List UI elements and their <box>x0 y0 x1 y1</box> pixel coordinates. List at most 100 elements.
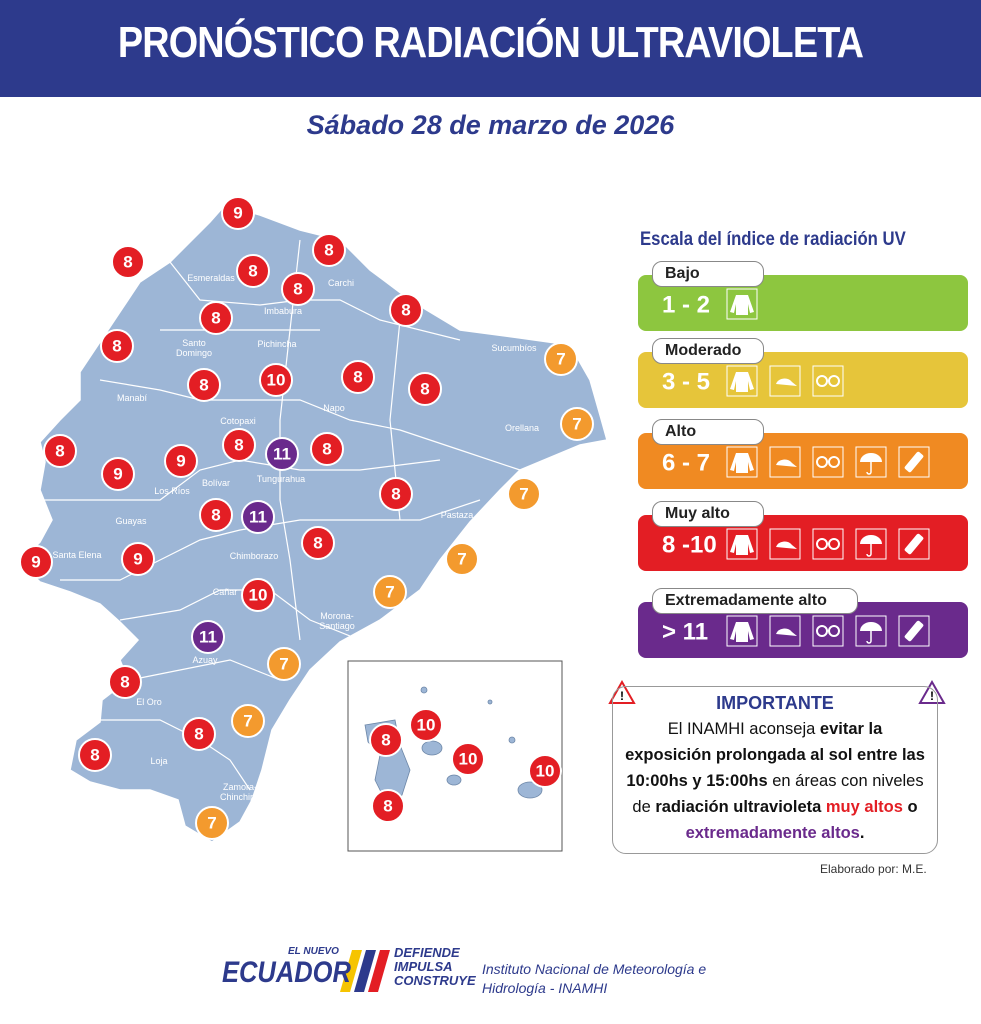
uv-value: 8 <box>234 435 243 454</box>
uv-marker <box>310 432 344 466</box>
province-label: Morona-Santiago <box>319 611 355 631</box>
uv-marker <box>241 500 275 534</box>
level-range: 8 -10 <box>662 531 717 558</box>
province-label: Santa Elena <box>52 550 102 560</box>
icon-frame <box>769 615 801 647</box>
icon-frame <box>812 615 844 647</box>
icon-shirt <box>730 535 754 555</box>
uv-value: 8 <box>112 336 121 355</box>
uv-value: 8 <box>55 441 64 460</box>
uv-value: 7 <box>457 549 466 568</box>
uv-marker <box>121 542 155 576</box>
icon-shirt <box>730 622 754 642</box>
text: . <box>859 824 865 842</box>
icon-glasses <box>816 375 828 387</box>
level-tab: Alto <box>652 419 764 445</box>
uv-value: 7 <box>519 484 528 503</box>
icon-umbrella <box>866 462 872 475</box>
text: 10:00hs y 15:00hs <box>626 772 768 790</box>
level-range: > 11 <box>662 618 708 645</box>
uv-value: 8 <box>391 484 400 503</box>
text: Instituto Nacional de Meteorología e <box>482 961 707 977</box>
province-label: Pastaza <box>440 510 474 520</box>
uv-marker <box>191 620 225 654</box>
icon-glasses <box>816 625 828 637</box>
icon-glasses <box>828 375 840 387</box>
uv-value: 8 <box>293 279 302 298</box>
text: CONSTRUYE <box>394 973 476 988</box>
level-tab: Extremadamente alto <box>652 588 858 614</box>
text: evitar la <box>819 720 883 738</box>
icon-cap <box>776 541 797 549</box>
uv-marker <box>341 360 375 394</box>
icon-frame <box>855 446 887 478</box>
icon-frame <box>726 528 758 560</box>
icon-shirt <box>730 372 754 392</box>
text: El INAMHI aconseja <box>667 720 820 738</box>
uv-value: 8 <box>353 367 362 386</box>
uv-value: 9 <box>31 552 40 571</box>
uv-marker <box>451 742 485 776</box>
uv-value: 10 <box>267 370 286 389</box>
province-label: Tungurahua <box>256 474 306 484</box>
level-range: 3 - 5 <box>662 368 710 395</box>
icon-frame <box>855 528 887 560</box>
uv-value: 7 <box>243 711 252 730</box>
uv-marker <box>373 575 407 609</box>
uv-marker <box>408 372 442 406</box>
uv-marker <box>236 254 270 288</box>
uv-marker <box>312 233 346 267</box>
mainland <box>18 204 608 843</box>
header-bar <box>0 0 981 97</box>
uv-marker <box>507 477 541 511</box>
text: DEFIENDE <box>394 945 460 960</box>
logo-text: EL NUEVO <box>288 946 339 957</box>
icon-glasses <box>816 456 828 468</box>
uv-marker <box>101 457 135 491</box>
uv-marker <box>281 272 315 306</box>
uv-value: 10 <box>459 749 478 768</box>
uv-marker <box>164 444 198 478</box>
province-label: Santo Domingo <box>175 338 213 358</box>
icon-frame <box>726 615 758 647</box>
uv-marker <box>222 428 256 462</box>
province-label: Zamora-Chinchipe <box>219 782 261 802</box>
uv-marker <box>111 245 145 279</box>
icon-frame <box>726 446 758 478</box>
level-tab: Bajo <box>652 261 764 287</box>
uv-marker <box>265 437 299 471</box>
icon-glasses <box>816 538 828 550</box>
icon-glasses <box>828 456 840 468</box>
province-label: Carchi <box>327 278 355 288</box>
uv-marker <box>241 578 275 612</box>
uv-value: 8 <box>420 379 429 398</box>
uv-marker <box>389 293 423 327</box>
uv-marker <box>560 407 594 441</box>
level-range: 6 - 7 <box>662 449 710 476</box>
credit: Elaborado por: M.E. <box>820 862 927 876</box>
uv-value: 8 <box>248 261 257 280</box>
icon-frame <box>769 365 801 397</box>
uv-value: 8 <box>120 672 129 691</box>
uv-value: 10 <box>536 761 555 780</box>
uv-marker <box>199 301 233 335</box>
province-label: Cañar <box>212 587 238 597</box>
icon-frame <box>898 615 930 647</box>
icon-frame <box>726 288 758 320</box>
uv-marker <box>544 342 578 376</box>
uv-value: 8 <box>211 505 220 524</box>
uv-marker <box>409 708 443 742</box>
uv-marker <box>369 723 403 757</box>
uv-value: 10 <box>417 715 436 734</box>
icon-sunscreen <box>904 620 924 642</box>
icon-glasses <box>828 625 840 637</box>
icon-glasses <box>828 538 840 550</box>
uv-marker <box>43 434 77 468</box>
province-label: Los Ríos <box>154 486 190 496</box>
uv-value: 8 <box>401 300 410 319</box>
icon-sunscreen <box>904 533 924 555</box>
uv-value: 8 <box>381 730 390 749</box>
uv-value: 8 <box>211 308 220 327</box>
uv-value: 7 <box>207 813 216 832</box>
uv-marker <box>19 545 53 579</box>
